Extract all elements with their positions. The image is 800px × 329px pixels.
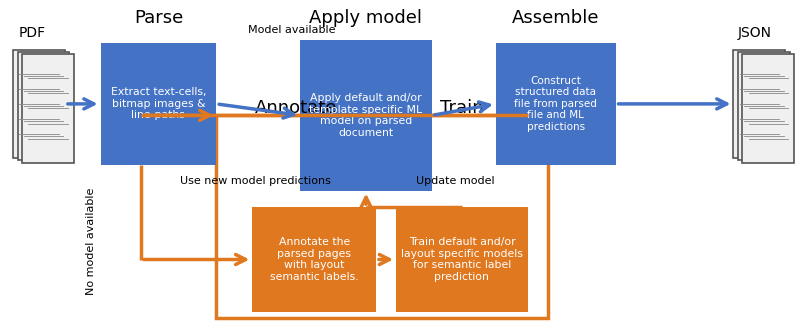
FancyBboxPatch shape <box>22 54 74 163</box>
FancyBboxPatch shape <box>742 54 794 163</box>
Text: Extract text-cells,
bitmap images &
line-paths: Extract text-cells, bitmap images & line… <box>110 87 206 120</box>
Text: Apply default and/or
template specific ML
model on parsed
document: Apply default and/or template specific M… <box>310 93 422 138</box>
Text: Parse: Parse <box>134 9 183 27</box>
Text: Train default and/or
layout specific models
for semantic label
prediction: Train default and/or layout specific mod… <box>401 237 523 282</box>
Text: PDF: PDF <box>18 26 46 40</box>
Text: Apply model: Apply model <box>309 9 422 27</box>
Text: Model available: Model available <box>248 25 336 35</box>
FancyBboxPatch shape <box>18 52 70 160</box>
Text: Use new model predictions: Use new model predictions <box>180 176 331 186</box>
Text: Assemble: Assemble <box>512 9 599 27</box>
Text: Update model: Update model <box>416 176 494 186</box>
Text: Construct
structured data
file from parsed
file and ML
predictions: Construct structured data file from pars… <box>514 76 597 132</box>
Text: Train: Train <box>441 99 484 117</box>
Text: Annotate the
parsed pages
with layout
semantic labels.: Annotate the parsed pages with layout se… <box>270 237 358 282</box>
Text: No model available: No model available <box>86 188 96 295</box>
FancyBboxPatch shape <box>101 43 216 164</box>
FancyBboxPatch shape <box>13 50 65 158</box>
FancyBboxPatch shape <box>734 50 786 158</box>
FancyBboxPatch shape <box>738 52 790 160</box>
FancyBboxPatch shape <box>496 43 616 164</box>
FancyBboxPatch shape <box>300 40 432 191</box>
FancyBboxPatch shape <box>396 207 528 312</box>
Text: Annotate: Annotate <box>255 99 338 117</box>
FancyBboxPatch shape <box>252 207 376 312</box>
Text: JSON: JSON <box>738 26 771 40</box>
